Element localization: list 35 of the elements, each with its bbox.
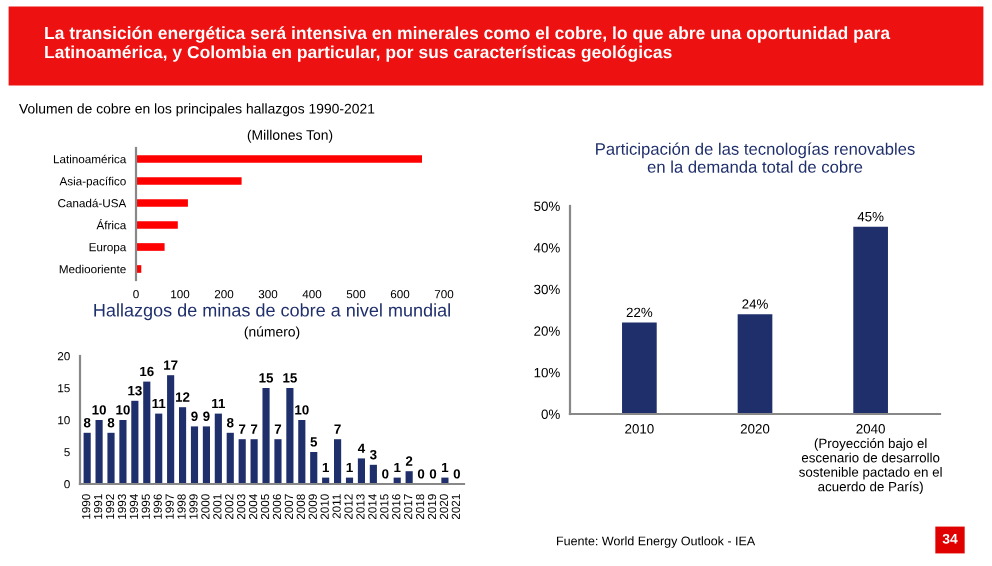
bar: [357, 458, 366, 484]
bar: [136, 155, 422, 163]
bar: [622, 322, 657, 414]
bar: [107, 432, 115, 484]
text: La transición energética será intensiva en minerales como el cobre, lo que abre una oportunidad para Latinoamérica, y Colombia en particular, por sus características geológicas: [45, 26, 891, 62]
bar: [737, 314, 773, 414]
bar: [178, 407, 187, 484]
bar: [155, 413, 163, 484]
bar: [143, 381, 151, 484]
chart-title: Participación de las tecnologías renovables en la demanda total de cobre: [596, 142, 915, 173]
bar: [214, 413, 222, 484]
bar: [262, 388, 270, 484]
bar: [369, 464, 377, 484]
bar: [136, 177, 242, 185]
bar: [298, 420, 306, 484]
bar: [274, 439, 282, 484]
bar: [405, 471, 413, 484]
bar: [131, 400, 139, 484]
bar: [136, 221, 178, 229]
bar: [202, 426, 210, 484]
bar: [136, 243, 165, 251]
bar: [83, 432, 91, 484]
bar: [334, 439, 342, 484]
bar: [853, 226, 888, 414]
bar: [95, 420, 103, 484]
chart-title: Hallazgos de minas de cobre a nivel mundial: [94, 303, 450, 321]
bar: [226, 432, 234, 484]
bar: [286, 388, 294, 484]
bar: [310, 452, 318, 484]
bar: [167, 375, 175, 484]
bar: [250, 439, 258, 484]
bar: [238, 439, 246, 484]
bar: [190, 426, 199, 484]
bar: [119, 420, 127, 484]
bar: [136, 199, 188, 207]
